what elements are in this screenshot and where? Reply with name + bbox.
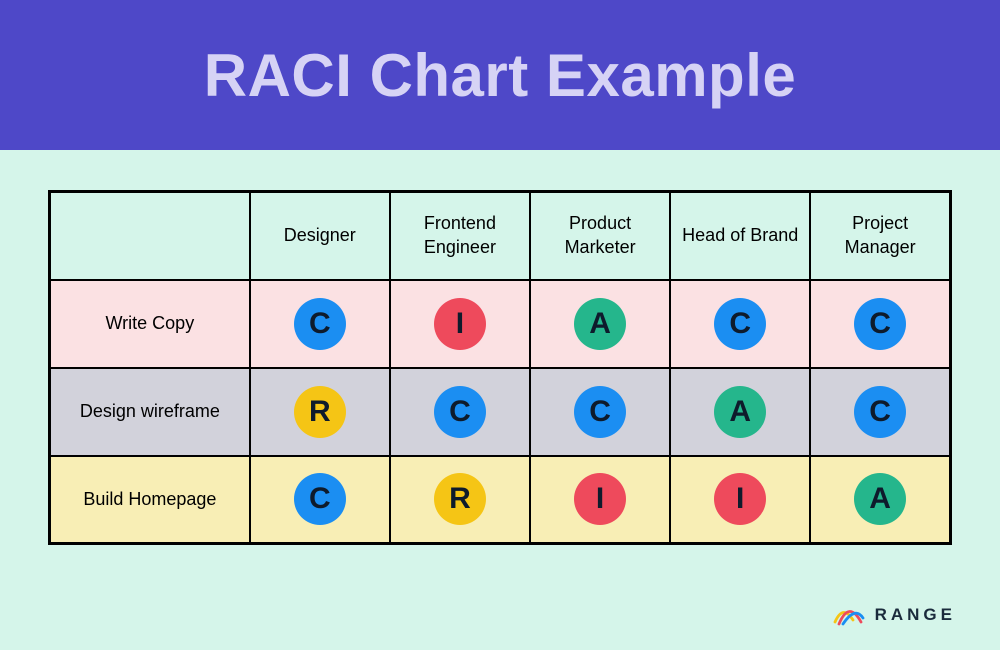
column-header: Designer xyxy=(250,192,390,280)
raci-badge: R xyxy=(434,473,486,525)
raci-cell: C xyxy=(670,280,810,368)
raci-cell: A xyxy=(670,368,810,456)
raci-badge: I xyxy=(714,473,766,525)
raci-cell: I xyxy=(670,456,810,544)
task-label: Design wireframe xyxy=(50,368,250,456)
table-row: Write Copy C I A C C xyxy=(50,280,951,368)
column-header: Product Marketer xyxy=(530,192,670,280)
brand-name: RANGE xyxy=(875,605,956,625)
table-body: Write Copy C I A C C Design wireframe R … xyxy=(50,280,951,544)
raci-cell: C xyxy=(390,368,530,456)
footer-brand: RANGE xyxy=(833,602,956,628)
header: RACI Chart Example xyxy=(0,0,1000,150)
column-header: Project Manager xyxy=(810,192,950,280)
raci-cell: R xyxy=(250,368,390,456)
raci-cell: C xyxy=(810,280,950,368)
page-title: RACI Chart Example xyxy=(204,41,796,110)
column-header: Frontend Engineer xyxy=(390,192,530,280)
raci-badge: C xyxy=(854,386,906,438)
raci-table: Designer Frontend Engineer Product Marke… xyxy=(48,190,952,545)
raci-cell: C xyxy=(250,280,390,368)
raci-badge: C xyxy=(574,386,626,438)
raci-badge: C xyxy=(434,386,486,438)
raci-badge: C xyxy=(854,298,906,350)
raci-cell: A xyxy=(810,456,950,544)
raci-badge: C xyxy=(294,473,346,525)
raci-cell: R xyxy=(390,456,530,544)
table-row: Design wireframe R C C A C xyxy=(50,368,951,456)
raci-cell: I xyxy=(390,280,530,368)
raci-badge: A xyxy=(714,386,766,438)
raci-cell: C xyxy=(530,368,670,456)
raci-badge: I xyxy=(434,298,486,350)
raci-badge: C xyxy=(294,298,346,350)
raci-badge: R xyxy=(294,386,346,438)
raci-cell: I xyxy=(530,456,670,544)
task-label: Build Homepage xyxy=(50,456,250,544)
task-label: Write Copy xyxy=(50,280,250,368)
raci-badge: A xyxy=(854,473,906,525)
range-logo-icon xyxy=(833,602,865,628)
table-header-row: Designer Frontend Engineer Product Marke… xyxy=(50,192,951,280)
content-area: Designer Frontend Engineer Product Marke… xyxy=(0,150,1000,565)
raci-badge: A xyxy=(574,298,626,350)
table-row: Build Homepage C R I I A xyxy=(50,456,951,544)
raci-cell: C xyxy=(250,456,390,544)
raci-cell: C xyxy=(810,368,950,456)
raci-badge: I xyxy=(574,473,626,525)
raci-cell: A xyxy=(530,280,670,368)
table-corner-cell xyxy=(50,192,250,280)
raci-badge: C xyxy=(714,298,766,350)
column-header: Head of Brand xyxy=(670,192,810,280)
